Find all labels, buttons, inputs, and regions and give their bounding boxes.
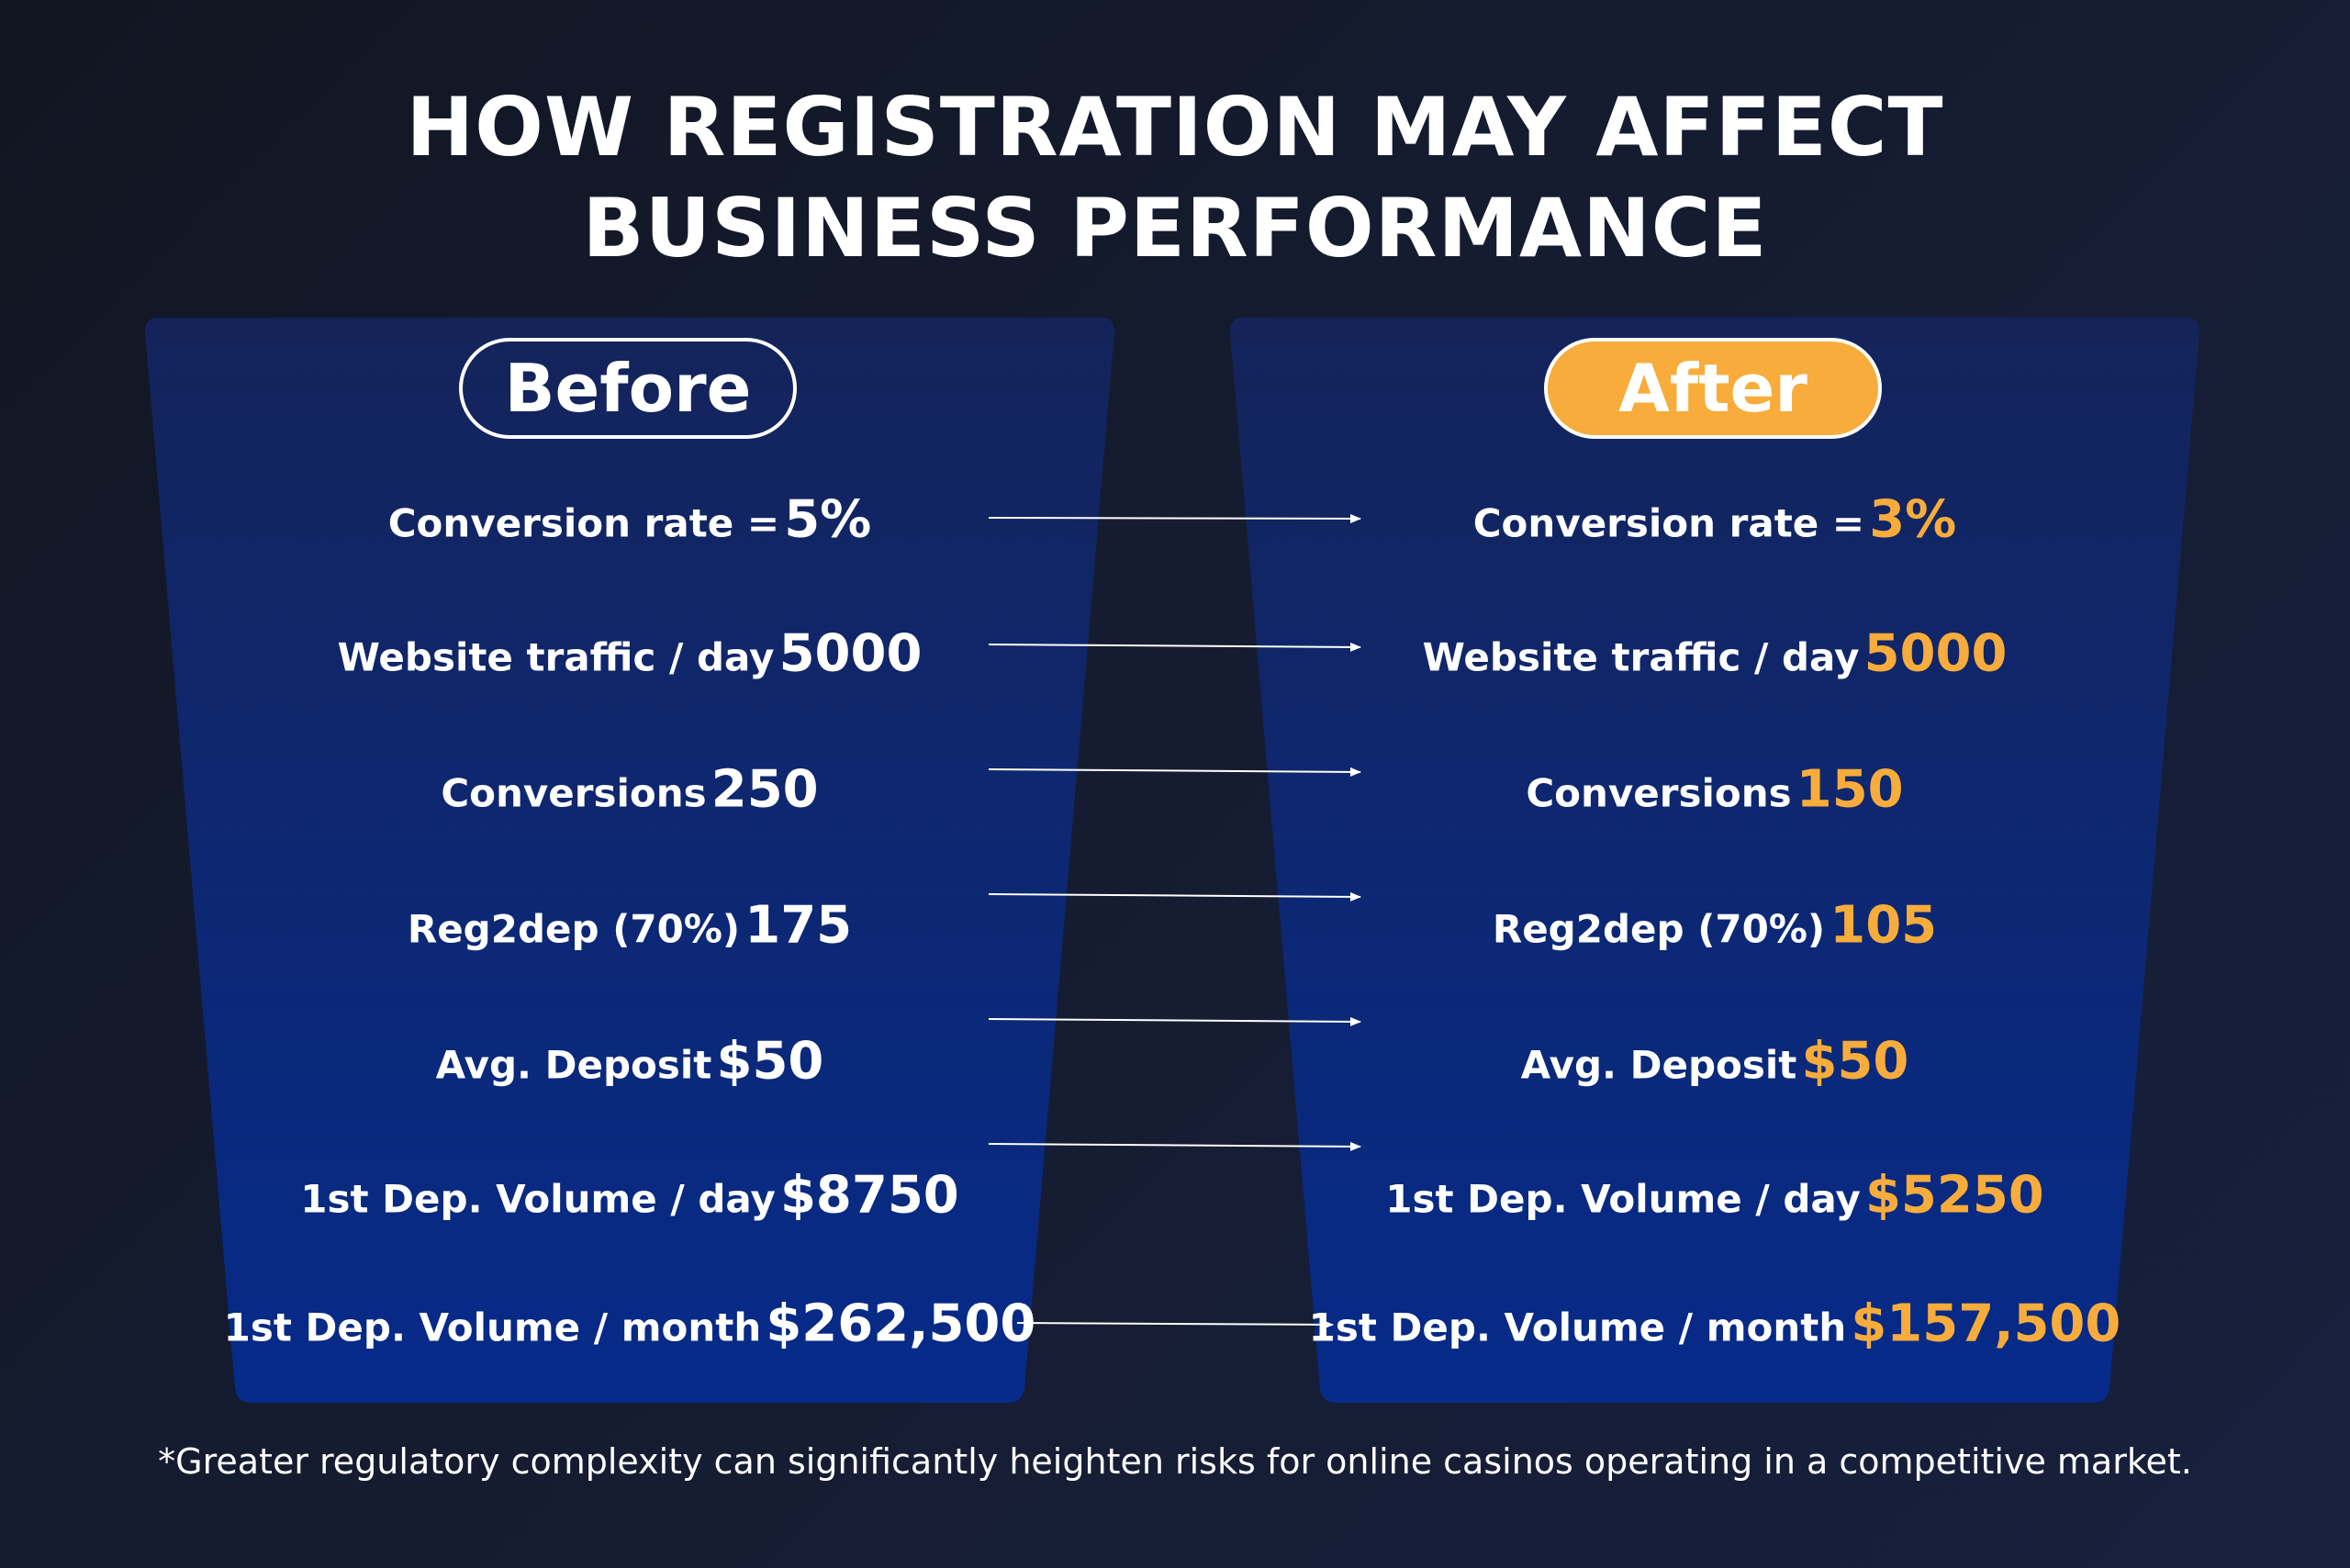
metric-label: Conversions — [441, 770, 707, 816]
before-deposit-volume-day: 1st Dep. Volume / day $8750 — [143, 1166, 1116, 1226]
metric-label: 1st Dep. Volume / day — [300, 1176, 776, 1222]
before-panel: Before Conversion rate = 5% Website traf… — [143, 318, 1116, 1403]
after-panel: After Conversion rate = 3% Website traff… — [1228, 318, 2201, 1403]
before-reg2dep: Reg2dep (70%) 175 — [143, 896, 1116, 956]
after-heading-pill: After — [1544, 338, 1882, 439]
metric-value: $5250 — [1864, 1165, 2044, 1226]
metric-value: 5000 — [1863, 623, 2008, 684]
before-heading-pill: Before — [459, 338, 797, 439]
metric-label: Website traffic / day — [337, 634, 775, 680]
page-title-line-1: HOW REGISTRATION MAY AFFECT — [406, 80, 1944, 174]
metric-label: Reg2dep (70%) — [1492, 906, 1826, 952]
metric-value: 150 — [1796, 759, 1904, 820]
after-avg-deposit: Avg. Deposit $50 — [1228, 1032, 2201, 1092]
metric-label: Avg. Deposit — [1520, 1042, 1797, 1088]
metric-label: Conversion rate = — [1472, 500, 1865, 546]
metric-label: 1st Dep. Volume / month — [1308, 1305, 1847, 1350]
before-conversions: Conversions 250 — [143, 760, 1116, 820]
metric-value: 5% — [784, 489, 872, 550]
after-heading: After — [1618, 350, 1807, 427]
metric-value: 250 — [711, 759, 819, 820]
after-panel-shape — [1230, 318, 2199, 1403]
metric-value: $50 — [1801, 1031, 1909, 1092]
metric-label: Reg2dep (70%) — [407, 906, 741, 952]
metric-label: Conversions — [1526, 770, 1792, 816]
after-website-traffic: Website traffic / day 5000 — [1228, 624, 2201, 684]
after-deposit-volume-day: 1st Dep. Volume / day $5250 — [1228, 1166, 2201, 1226]
metric-label: Avg. Deposit — [435, 1042, 712, 1088]
after-conversions: Conversions 150 — [1228, 760, 2201, 820]
metric-value: $157,500 — [1851, 1294, 2121, 1354]
before-conversion-rate: Conversion rate = 5% — [143, 490, 1116, 550]
metric-value: 105 — [1830, 895, 1938, 956]
before-website-traffic: Website traffic / day 5000 — [143, 624, 1116, 684]
page-title-line-2: BUSINESS PERFORMANCE — [582, 181, 1768, 275]
after-reg2dep: Reg2dep (70%) 105 — [1228, 896, 2201, 956]
footnote: *Greater regulatory complexity can signi… — [158, 1441, 2192, 1482]
metric-value: $8750 — [779, 1165, 959, 1226]
after-conversion-rate: Conversion rate = 3% — [1228, 490, 2201, 550]
metric-value: $50 — [716, 1031, 824, 1092]
metric-value: $262,500 — [766, 1294, 1036, 1354]
metric-value: 5000 — [778, 623, 923, 684]
metric-value: 3% — [1869, 489, 1957, 550]
before-panel-shape — [145, 318, 1114, 1403]
before-heading: Before — [504, 350, 752, 427]
metric-label: 1st Dep. Volume / month — [223, 1305, 762, 1350]
after-deposit-volume-month: 1st Dep. Volume / month $157,500 — [1228, 1294, 2201, 1354]
metric-value: 175 — [744, 895, 853, 956]
metric-label: Website traffic / day — [1422, 634, 1860, 680]
before-avg-deposit: Avg. Deposit $50 — [143, 1032, 1116, 1092]
metric-label: Conversion rate = — [387, 500, 780, 546]
before-deposit-volume-month: 1st Dep. Volume / month $262,500 — [143, 1294, 1116, 1354]
metric-label: 1st Dep. Volume / day — [1385, 1176, 1861, 1222]
